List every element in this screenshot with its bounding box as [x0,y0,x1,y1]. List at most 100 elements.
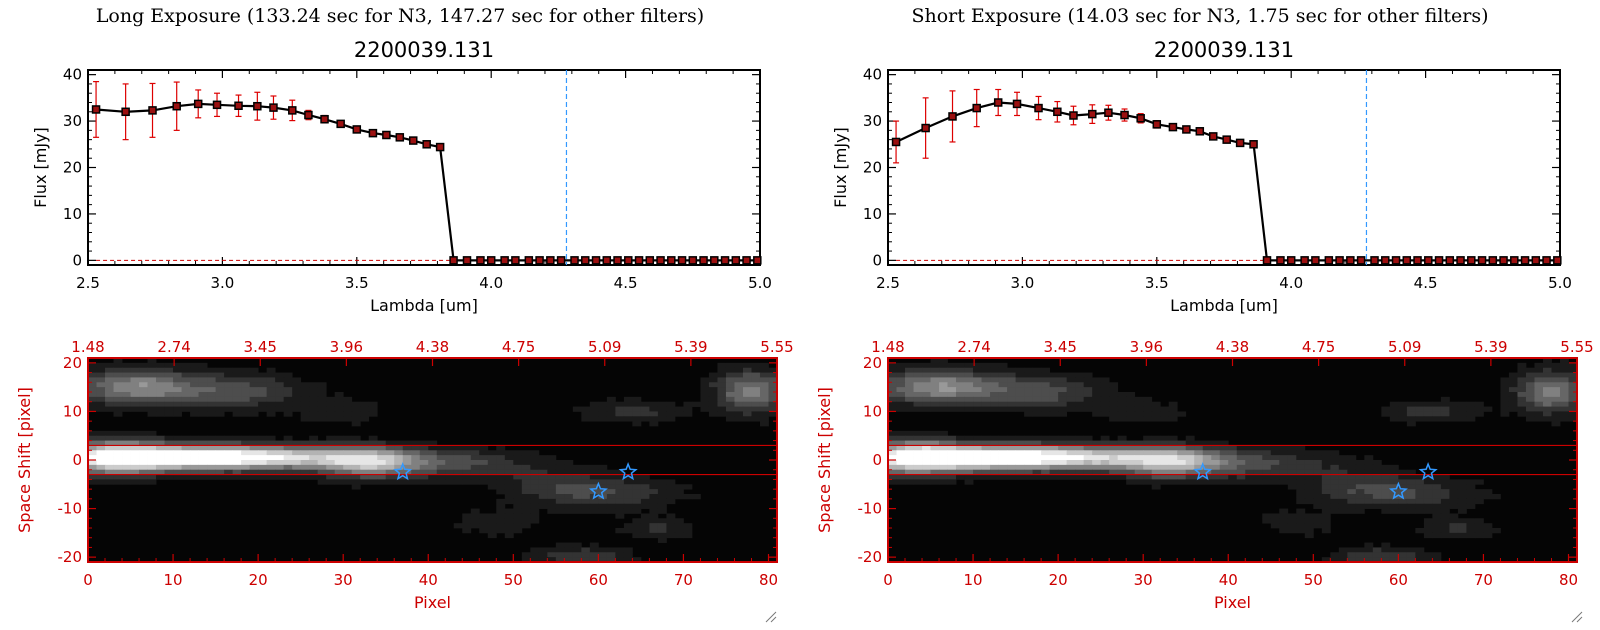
image-pixel [981,406,991,412]
image-pixel [768,387,778,393]
image-pixel [1406,547,1416,553]
image-pixel [547,474,557,480]
image-pixel [1270,513,1280,519]
image-pixel [258,445,268,451]
image-pixel [905,387,914,393]
image-pixel [1372,460,1382,466]
image-pixel [445,464,455,471]
image-pixel [462,464,472,471]
image-pixel [1321,503,1331,509]
image-pixel [130,435,140,441]
y-axis-label: Space Shift [pixel] [15,387,34,533]
data-point [1477,256,1487,265]
image-pixel [504,469,514,475]
image-pixel [956,362,965,369]
image-pixel [1202,455,1212,461]
image-pixel [1032,406,1042,412]
image-pixel [207,387,216,393]
image-pixel [351,460,361,466]
image-pixel [964,460,974,466]
image-pixel [1381,474,1391,480]
top-tick-label: 5.09 [588,338,621,356]
image-pixel [241,440,251,446]
image-pixel [326,450,336,456]
image-pixel [1100,411,1110,417]
image-pixel [981,401,991,407]
image-pixel [513,498,523,505]
image-pixel [1542,367,1552,373]
image-pixel [1449,484,1459,490]
image-pixel [888,460,897,466]
image-pixel [1347,455,1357,461]
image-pixel [156,362,165,369]
image-pixel [1551,416,1561,422]
image-pixel [1389,411,1399,417]
image-pixel [266,440,276,446]
image-pixel [674,484,684,490]
image-pixel [105,455,114,461]
image-pixel [1058,382,1068,388]
image-pixel [462,450,472,456]
image-pixel [1236,460,1246,466]
image-pixel [88,440,97,446]
image-pixel [888,469,897,475]
image-pixel [666,494,676,500]
image-pixel [1449,513,1459,519]
image-pixel [691,494,701,500]
image-pixel [156,460,165,466]
image-pixel [947,440,957,446]
image-pixel [156,474,165,480]
image-pixel [147,396,157,403]
image-pixel [973,469,982,475]
image-pixel [973,377,982,383]
image-pixel [1398,416,1408,422]
image-pixel [1075,460,1085,466]
data-point [710,256,719,265]
image-pixel [734,362,744,369]
image-pixel [913,450,923,456]
image-pixel [1015,406,1025,412]
image-pixel [530,557,540,563]
image-pixel [105,460,114,466]
image-pixel [1083,392,1093,398]
image-pixel [1440,489,1450,495]
image-pixel [249,372,259,378]
image-pixel [105,469,114,475]
image-pixel [990,464,999,471]
y-tick-label: -20 [58,548,83,566]
x-tick-label: 4.0 [479,274,503,292]
image-pixel [1024,455,1034,461]
image-pixel [1406,557,1416,563]
image-pixel [1508,406,1518,412]
image-pixel [896,367,906,373]
image-pixel [1228,455,1238,461]
y-tick-label: 10 [63,205,82,223]
image-pixel [343,464,353,471]
image-pixel [1066,469,1076,475]
image-pixel [734,411,744,417]
image-pixel [496,479,506,485]
image-pixel [164,469,174,475]
image-pixel [190,464,199,471]
image-pixel [973,440,982,446]
image-pixel [283,411,293,417]
image-pixel [224,387,234,393]
image-pixel [351,450,361,456]
image-pixel [487,450,497,456]
image-pixel [1160,406,1170,412]
image-pixel [105,474,114,480]
image-pixel [930,460,940,466]
data-point [1012,99,1022,109]
image-pixel [190,367,199,373]
image-pixel [470,518,480,524]
image-pixel [190,460,199,466]
image-pixel [1321,498,1331,505]
image-pixel [973,445,982,451]
image-pixel [334,411,344,417]
image-pixel [1262,445,1272,451]
data-point [1370,256,1379,265]
image-pixel [147,411,157,417]
image-pixel [1041,411,1051,417]
image-pixel [334,416,344,422]
image-pixel [589,464,599,471]
